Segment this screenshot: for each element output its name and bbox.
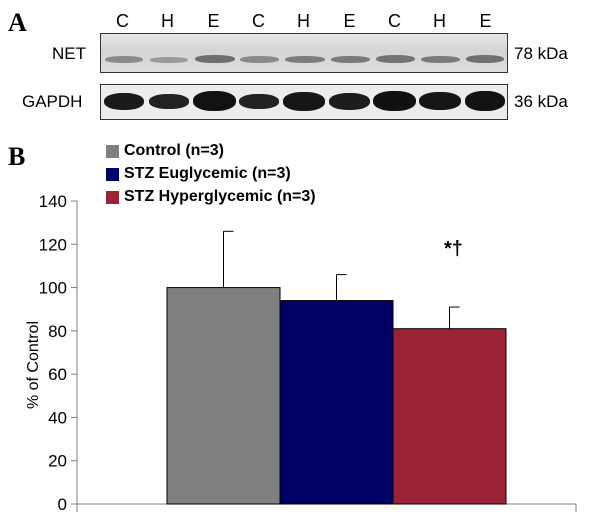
y-tick-label: 140 [39,192,67,211]
panel-b-letter: B [8,142,26,171]
net-blot-image [100,33,508,73]
blot-size-gapdh: 36 kDa [514,92,568,111]
gapdh-band [373,91,416,111]
net-band [240,56,279,63]
bar-chart: 0 20 40 60 80 100 120 140 [39,192,577,514]
net-band [195,55,235,63]
y-tick-label: 100 [39,279,67,298]
lane-label: C [388,11,401,31]
bar [279,300,394,505]
legend-swatch-euglycemic [106,168,119,181]
gapdh-band [104,93,144,110]
blot-label-gapdh: GAPDH [22,92,83,111]
lane-label: E [343,11,356,31]
gapdh-band [465,91,505,111]
gapdh-band [149,94,189,109]
lane-label: E [207,11,220,31]
legend-label-euglycemic: STZ Euglycemic (n=3) [124,165,291,182]
y-tick-label: 0 [58,495,67,514]
lane-label: H [433,11,446,31]
blot-size-net: 78 kDa [514,44,568,63]
y-axis-label: % of Control [25,320,42,410]
gapdh-band [239,94,279,109]
blot-label-net: NET [52,44,86,63]
significance-annotation: *† [444,238,463,260]
legend-label-hyperglycemic: STZ Hyperglycemic (n=3) [124,188,316,205]
y-tick-label: 20 [48,452,67,471]
gapdh-band [193,91,236,111]
lane-labels: C H E C H E C H E [100,11,508,33]
panel-a-letter: A [8,8,27,37]
y-tick-label: 80 [48,322,67,341]
y-tick-label: 40 [48,408,67,427]
lane-label: E [479,11,492,31]
y-tick-label: 60 [48,365,67,384]
legend-swatch-hyperglycemic [106,191,119,204]
net-band [376,55,415,63]
gapdh-band [283,92,325,111]
net-band [331,56,370,63]
net-band [466,55,504,63]
net-band [105,56,143,63]
lane-label: H [297,11,310,31]
legend-swatch-control [106,145,119,158]
bar [392,328,507,505]
legend-label-control: Control (n=3) [124,142,224,159]
lane-label: C [252,11,265,31]
gapdh-blot-image [100,84,508,120]
lane-label: C [116,11,129,31]
net-band [150,57,188,63]
bar [166,287,281,505]
lane-label: H [161,11,174,31]
y-tick-label: 120 [39,235,67,254]
gapdh-band [419,92,461,110]
gapdh-band [329,93,370,110]
net-band [285,56,325,63]
net-band [421,56,460,63]
